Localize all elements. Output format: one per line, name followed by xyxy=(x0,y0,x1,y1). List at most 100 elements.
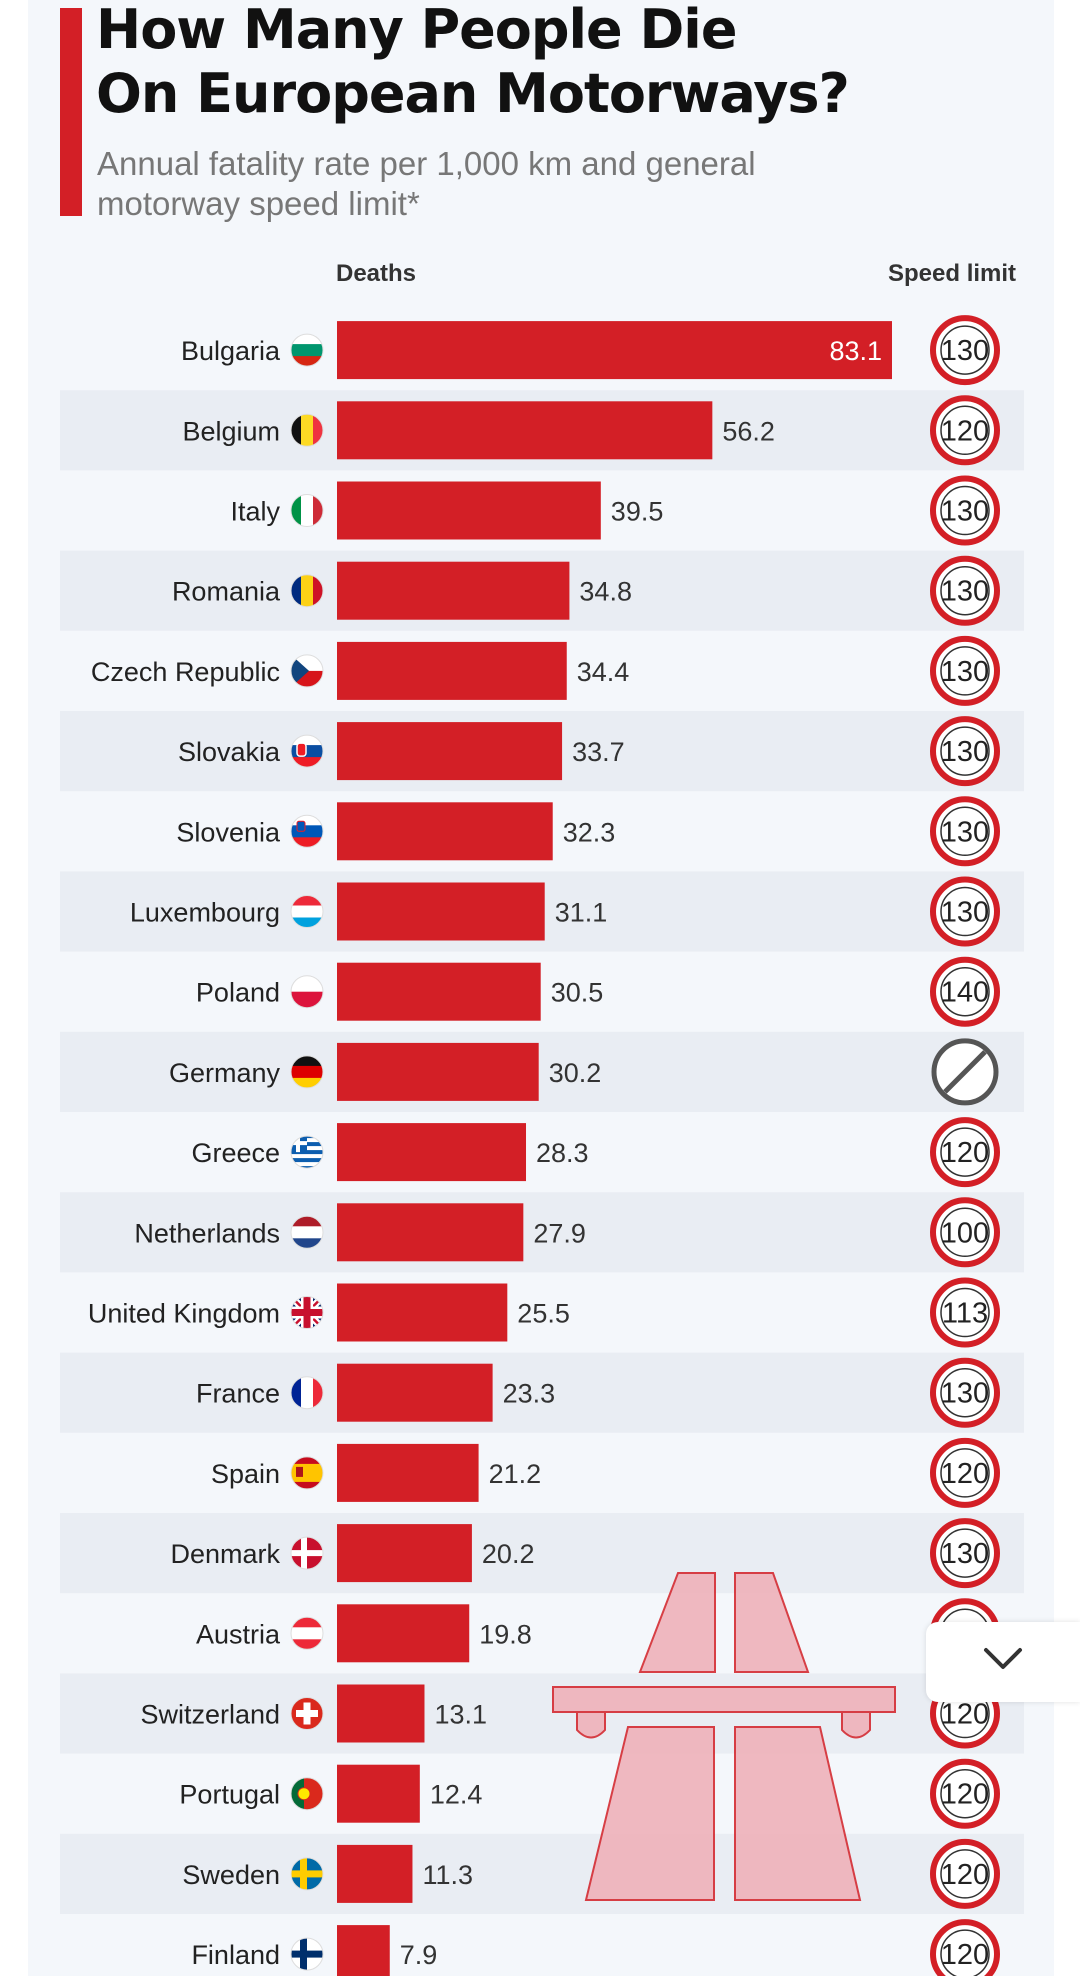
bar xyxy=(337,1604,470,1663)
speed-limit-label: 130 xyxy=(941,897,989,929)
category-label: Netherlands xyxy=(134,1218,280,1248)
netherlands-flag-icon xyxy=(290,1215,324,1249)
speed-sign xyxy=(930,475,1000,546)
bulgaria-flag-icon xyxy=(290,333,324,367)
category-label: Sweden xyxy=(182,1860,280,1890)
italy-flag-icon xyxy=(290,494,324,527)
speed-sign xyxy=(930,796,1000,867)
bar-value-label: 23.3 xyxy=(503,1379,556,1409)
speed-sign xyxy=(930,635,1000,706)
speed-sign xyxy=(930,395,1000,466)
finland-flag-icon xyxy=(290,1937,324,1971)
chevron-down-icon[interactable] xyxy=(982,1644,1024,1674)
united-kingdom-flag-icon xyxy=(290,1296,324,1329)
bar xyxy=(337,722,563,781)
speed-limit-label: 120 xyxy=(941,1458,989,1490)
belgium-flag-icon xyxy=(290,413,324,447)
speed-limit-label: 120 xyxy=(941,1859,989,1891)
czech-republic-flag-icon xyxy=(290,654,324,688)
bar-value-label: 19.8 xyxy=(479,1619,532,1649)
category-label: Slovakia xyxy=(178,737,281,767)
speed-limit-label: 130 xyxy=(941,1538,989,1570)
category-label: Slovenia xyxy=(176,817,281,847)
category-label: Switzerland xyxy=(140,1700,280,1730)
austria-flag-icon xyxy=(290,1616,324,1650)
speed-limit-label: 140 xyxy=(941,977,989,1009)
category-label: Spain xyxy=(211,1459,280,1489)
subtitle-line-2: motorway speed limit* xyxy=(97,185,420,222)
bar-value-label: 28.3 xyxy=(536,1138,589,1168)
category-label: Denmark xyxy=(170,1539,280,1569)
bar xyxy=(337,401,713,460)
speed-limit-label: 130 xyxy=(941,1378,989,1410)
speed-limit-label: 130 xyxy=(941,816,989,848)
bar xyxy=(337,1203,524,1262)
speed-sign xyxy=(930,1117,1000,1188)
bar-value-label: 13.1 xyxy=(434,1700,487,1730)
bar-value-label: 31.1 xyxy=(555,898,608,928)
bar-value-label: 21.2 xyxy=(489,1459,542,1489)
speed-limit-label: 130 xyxy=(941,335,989,367)
category-label: Greece xyxy=(191,1138,280,1168)
bar xyxy=(337,802,553,861)
speed-sign xyxy=(930,1518,1000,1589)
bar-value-label: 33.7 xyxy=(572,737,625,767)
category-label: Romania xyxy=(172,577,281,607)
bar-value-label: 30.5 xyxy=(551,978,604,1008)
bar-value-label: 34.8 xyxy=(579,577,632,607)
romania-flag-icon xyxy=(290,574,324,608)
portugal-flag-icon xyxy=(290,1777,324,1811)
speed-limit-label: 130 xyxy=(941,656,989,688)
slovenia-flag-icon xyxy=(290,814,324,848)
row-stripe xyxy=(60,1833,1024,1914)
row-stripe xyxy=(60,1192,1024,1273)
bar-value-label: 11.3 xyxy=(422,1860,473,1890)
category-label: Bulgaria xyxy=(181,336,281,366)
title-line-1: How Many People Die xyxy=(96,0,737,61)
denmark-flag-icon xyxy=(290,1536,324,1570)
bar xyxy=(337,1123,527,1182)
collapse-panel[interactable] xyxy=(926,1622,1080,1702)
bar xyxy=(337,1524,472,1583)
sweden-flag-icon xyxy=(290,1857,324,1891)
category-label: Luxembourg xyxy=(130,898,280,928)
bar xyxy=(337,962,541,1021)
chart-title: How Many People Die On European Motorway… xyxy=(96,0,996,126)
category-label: Germany xyxy=(169,1058,281,1088)
bar xyxy=(337,561,570,620)
bar xyxy=(337,1283,508,1342)
bar-value-label: 56.2 xyxy=(722,416,775,446)
category-label: Austria xyxy=(196,1619,281,1649)
speed-sign xyxy=(930,1838,1000,1909)
slovakia-flag-icon xyxy=(290,734,324,768)
bar xyxy=(337,1042,539,1101)
switzerland-flag-icon xyxy=(290,1697,324,1730)
speed-limit-label: 130 xyxy=(941,576,989,608)
bar xyxy=(337,1925,390,1976)
title-line-2: On European Motorways? xyxy=(96,62,850,125)
bar xyxy=(337,882,545,941)
bar xyxy=(337,481,601,540)
title-accent-bar xyxy=(60,8,82,216)
bar xyxy=(337,321,892,380)
category-label: Finland xyxy=(191,1940,280,1970)
bar-value-label: 27.9 xyxy=(533,1218,586,1248)
speed-sign xyxy=(930,1277,1000,1348)
speed-limit-label: 130 xyxy=(941,736,989,768)
category-label: United Kingdom xyxy=(88,1299,280,1329)
category-label: Portugal xyxy=(179,1780,280,1810)
speed-sign xyxy=(930,1758,1000,1829)
bar xyxy=(337,1443,479,1502)
speed-limit-label: 130 xyxy=(941,496,989,528)
category-label: Italy xyxy=(230,497,280,527)
bar-value-label: 83.1 xyxy=(829,336,882,366)
speed-limit-label: 100 xyxy=(941,1217,989,1249)
deaths-column-header: Deaths xyxy=(336,260,417,287)
germany-flag-icon xyxy=(290,1055,324,1089)
speed-sign xyxy=(930,1919,1000,1976)
speed-sign xyxy=(930,876,1000,947)
speed-sign xyxy=(930,555,1000,626)
row-stripe xyxy=(60,1352,1024,1433)
speed-limit-label: 120 xyxy=(941,1137,989,1169)
